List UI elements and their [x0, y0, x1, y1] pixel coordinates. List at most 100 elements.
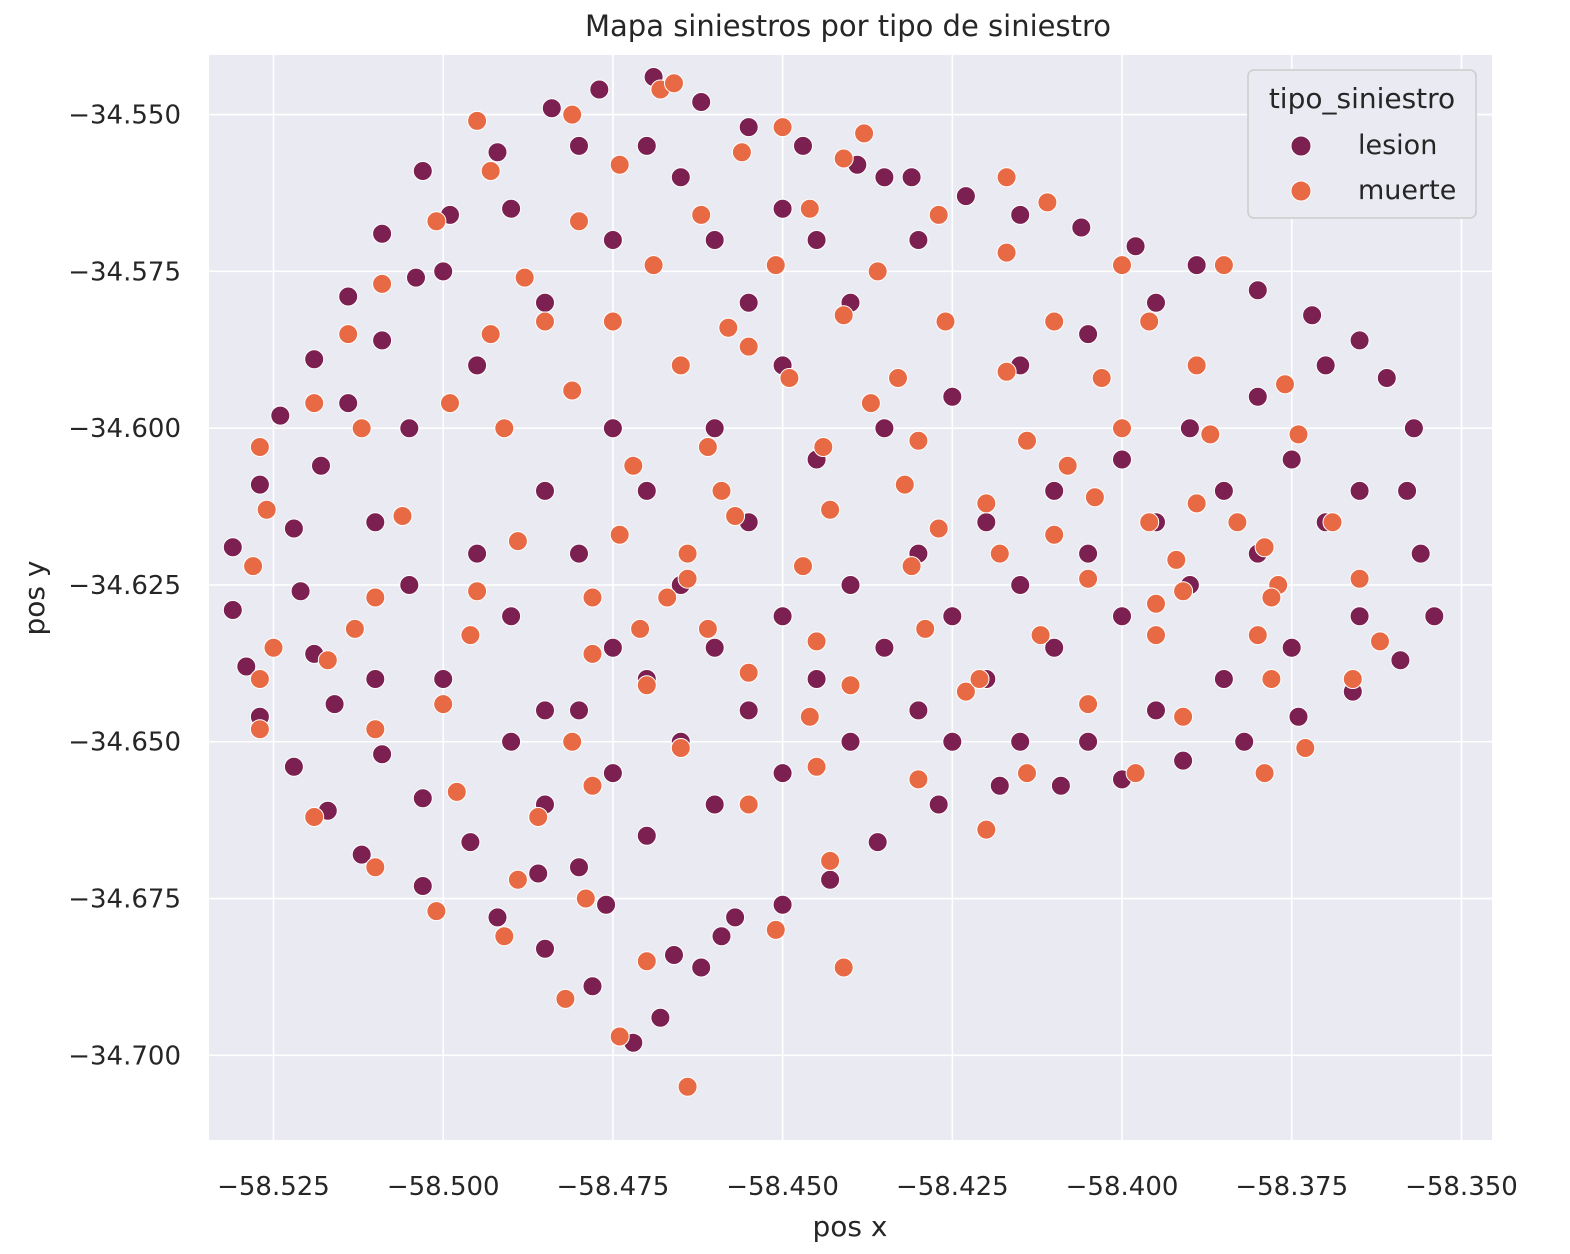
point-lesion: [338, 286, 359, 307]
point-lesion: [412, 788, 433, 809]
point-muerte: [833, 305, 854, 326]
point-muerte: [820, 499, 841, 520]
point-muerte: [317, 650, 338, 671]
point-lesion: [1044, 480, 1065, 501]
point-lesion: [1071, 217, 1092, 238]
point-muerte: [765, 255, 786, 276]
point-lesion: [793, 135, 813, 156]
point-muerte: [1275, 374, 1295, 395]
point-muerte: [582, 775, 603, 796]
point-lesion: [324, 694, 345, 715]
point-muerte: [446, 781, 467, 802]
point-muerte: [263, 637, 284, 658]
point-lesion: [955, 186, 976, 207]
point-lesion: [1010, 731, 1031, 752]
point-lesion: [311, 455, 331, 476]
point-muerte: [1091, 368, 1112, 388]
point-muerte: [1261, 669, 1282, 689]
point-lesion: [338, 393, 359, 414]
point-muerte: [433, 694, 454, 715]
point-muerte: [691, 204, 712, 225]
point-lesion: [351, 844, 372, 865]
point-muerte: [555, 988, 576, 1009]
point-lesion: [1125, 236, 1146, 257]
point-lesion: [928, 794, 949, 815]
point-lesion: [1349, 480, 1370, 501]
point-muerte: [915, 618, 936, 639]
point-lesion: [1179, 418, 1200, 439]
point-muerte: [677, 543, 698, 564]
point-lesion: [772, 198, 793, 219]
point-lesion: [874, 167, 895, 188]
point-lesion: [691, 957, 712, 978]
point-lesion: [704, 637, 725, 658]
point-lesion: [372, 223, 393, 244]
point-lesion: [602, 637, 623, 658]
point-lesion: [569, 135, 589, 156]
point-muerte: [854, 123, 875, 144]
point-muerte: [793, 556, 813, 577]
point-muerte: [507, 531, 528, 552]
point-lesion: [704, 794, 725, 815]
y-tick-label: −34.625: [68, 571, 181, 601]
point-muerte: [535, 311, 555, 332]
point-lesion: [670, 167, 691, 188]
point-lesion: [602, 230, 623, 250]
point-muerte: [1017, 430, 1037, 451]
point-muerte: [480, 324, 501, 345]
point-lesion: [1112, 449, 1132, 470]
y-tick-label: −34.550: [68, 101, 181, 131]
point-muerte: [528, 807, 549, 827]
point-muerte: [1146, 593, 1166, 614]
point-lesion: [908, 230, 929, 250]
point-muerte: [562, 731, 583, 752]
point-muerte: [304, 807, 325, 827]
point-muerte: [731, 142, 752, 163]
y-tick-label: −34.675: [68, 885, 181, 915]
point-muerte: [467, 581, 488, 602]
point-muerte: [813, 437, 834, 457]
x-tick-label: −58.375: [1235, 1172, 1348, 1202]
point-lesion: [1146, 700, 1166, 721]
data-points: [222, 67, 1445, 1097]
point-muerte: [1213, 255, 1234, 276]
legend-marker-muerte: [1290, 180, 1312, 202]
x-tick-label: −58.525: [217, 1172, 330, 1202]
point-lesion: [501, 606, 522, 627]
point-lesion: [569, 700, 589, 721]
point-muerte: [1200, 424, 1221, 445]
point-muerte: [1125, 763, 1146, 784]
point-lesion: [772, 763, 793, 784]
y-tick-label: −34.600: [68, 414, 181, 444]
point-muerte: [1186, 493, 1207, 514]
point-muerte: [460, 625, 481, 646]
point-lesion: [304, 349, 325, 370]
point-lesion: [650, 1007, 671, 1028]
point-muerte: [507, 869, 528, 890]
x-tick-label: −58.425: [896, 1172, 1009, 1202]
point-muerte: [636, 951, 657, 972]
point-muerte: [569, 211, 589, 232]
point-lesion: [365, 669, 386, 689]
point-lesion: [908, 700, 929, 721]
x-axis-label: pos x: [813, 1210, 888, 1243]
point-muerte: [908, 430, 929, 451]
point-lesion: [989, 775, 1010, 796]
point-lesion: [820, 869, 841, 890]
point-muerte: [609, 524, 630, 545]
point-lesion: [840, 731, 861, 752]
point-lesion: [772, 606, 793, 627]
point-muerte: [860, 393, 881, 414]
point-lesion: [501, 198, 522, 219]
point-lesion: [433, 261, 454, 282]
point-muerte: [738, 662, 759, 683]
point-muerte: [582, 643, 603, 664]
point-muerte: [365, 719, 386, 740]
x-tick-label: −58.450: [726, 1172, 839, 1202]
point-muerte: [1173, 581, 1194, 602]
point-muerte: [799, 198, 820, 219]
point-muerte: [1112, 255, 1132, 276]
y-tick-label: −34.700: [68, 1041, 181, 1071]
point-lesion: [1010, 204, 1031, 225]
point-lesion: [582, 976, 603, 997]
